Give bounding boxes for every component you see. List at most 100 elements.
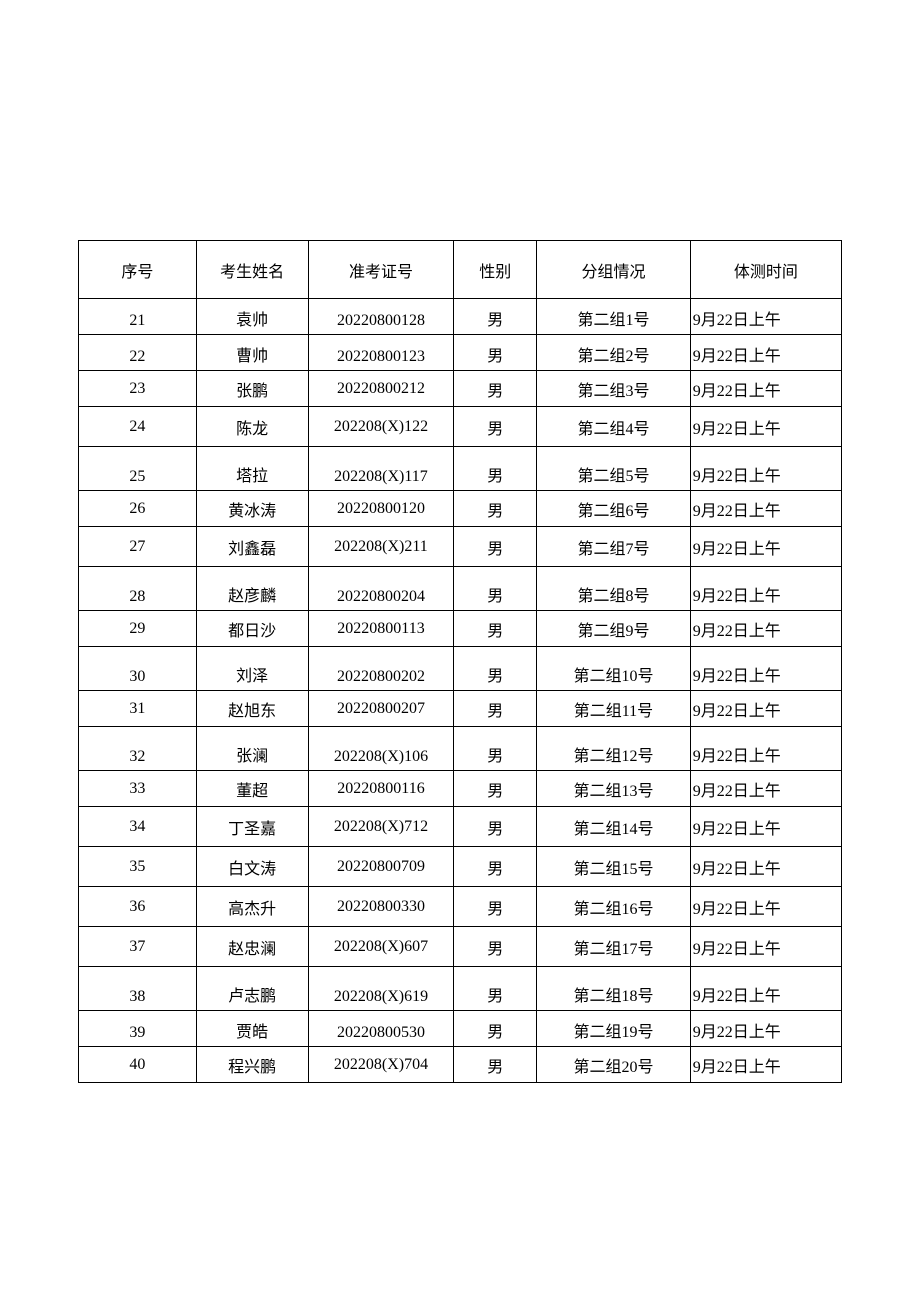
cell-name: 塔拉	[196, 447, 308, 491]
cell-gender: 男	[454, 887, 537, 927]
cell-gender: 男	[454, 727, 537, 771]
cell-name: 赵旭东	[196, 691, 308, 727]
table-row: 32张澜202208(X)106男第二组12号9月22日上午	[79, 727, 842, 771]
table-row: 26黄冰涛20220800120男第二组6号9月22日上午	[79, 491, 842, 527]
table-row: 29都日沙20220800113男第二组9号9月22日上午	[79, 611, 842, 647]
cell-name: 袁帅	[196, 299, 308, 335]
cell-gender: 男	[454, 491, 537, 527]
cell-id: 20220800120	[308, 491, 454, 527]
cell-gender: 男	[454, 371, 537, 407]
cell-gender: 男	[454, 807, 537, 847]
cell-time: 9月22日上午	[690, 335, 841, 371]
cell-id: 20220800530	[308, 1011, 454, 1047]
cell-time: 9月22日上午	[690, 967, 841, 1011]
cell-id: 20220800202	[308, 647, 454, 691]
cell-id: 202208(X)117	[308, 447, 454, 491]
cell-group: 第二组20号	[537, 1047, 690, 1083]
cell-time: 9月22日上午	[690, 611, 841, 647]
cell-seq: 36	[79, 887, 197, 927]
cell-group: 第二组11号	[537, 691, 690, 727]
cell-seq: 23	[79, 371, 197, 407]
table-row: 22曹帅20220800123男第二组2号9月22日上午	[79, 335, 842, 371]
cell-gender: 男	[454, 927, 537, 967]
cell-seq: 40	[79, 1047, 197, 1083]
table-row: 36高杰升20220800330男第二组16号9月22日上午	[79, 887, 842, 927]
cell-id: 202208(X)607	[308, 927, 454, 967]
cell-time: 9月22日上午	[690, 887, 841, 927]
cell-gender: 男	[454, 847, 537, 887]
cell-time: 9月22日上午	[690, 807, 841, 847]
cell-gender: 男	[454, 967, 537, 1011]
cell-group: 第二组17号	[537, 927, 690, 967]
cell-group: 第二组8号	[537, 567, 690, 611]
table-row: 39贾皓20220800530男第二组19号9月22日上午	[79, 1011, 842, 1047]
header-id: 准考证号	[308, 241, 454, 299]
cell-time: 9月22日上午	[690, 727, 841, 771]
cell-id: 202208(X)122	[308, 407, 454, 447]
table-row: 24陈龙202208(X)122男第二组4号9月22日上午	[79, 407, 842, 447]
header-row: 序号 考生姓名 准考证号 性别 分组情况 体测时间	[79, 241, 842, 299]
cell-seq: 26	[79, 491, 197, 527]
cell-seq: 22	[79, 335, 197, 371]
table-body: 21袁帅20220800128男第二组1号9月22日上午22曹帅20220800…	[79, 299, 842, 1083]
table-row: 21袁帅20220800128男第二组1号9月22日上午	[79, 299, 842, 335]
cell-group: 第二组14号	[537, 807, 690, 847]
cell-name: 陈龙	[196, 407, 308, 447]
cell-id: 20220800207	[308, 691, 454, 727]
cell-gender: 男	[454, 771, 537, 807]
cell-seq: 39	[79, 1011, 197, 1047]
cell-id: 202208(X)106	[308, 727, 454, 771]
cell-name: 张澜	[196, 727, 308, 771]
cell-name: 曹帅	[196, 335, 308, 371]
cell-seq: 28	[79, 567, 197, 611]
table-row: 25塔拉202208(X)117男第二组5号9月22日上午	[79, 447, 842, 491]
cell-seq: 34	[79, 807, 197, 847]
table-row: 38卢志鹏202208(X)619男第二组18号9月22日上午	[79, 967, 842, 1011]
cell-gender: 男	[454, 299, 537, 335]
cell-seq: 35	[79, 847, 197, 887]
cell-gender: 男	[454, 1011, 537, 1047]
cell-gender: 男	[454, 527, 537, 567]
table-row: 35白文涛20220800709男第二组15号9月22日上午	[79, 847, 842, 887]
cell-group: 第二组15号	[537, 847, 690, 887]
cell-id: 20220800212	[308, 371, 454, 407]
cell-name: 董超	[196, 771, 308, 807]
cell-seq: 29	[79, 611, 197, 647]
cell-name: 赵忠澜	[196, 927, 308, 967]
cell-time: 9月22日上午	[690, 647, 841, 691]
cell-name: 赵彦麟	[196, 567, 308, 611]
table-row: 31赵旭东20220800207男第二组11号9月22日上午	[79, 691, 842, 727]
cell-seq: 37	[79, 927, 197, 967]
table-row: 40程兴鹏202208(X)704男第二组20号9月22日上午	[79, 1047, 842, 1083]
cell-id: 20220800709	[308, 847, 454, 887]
cell-group: 第二组1号	[537, 299, 690, 335]
cell-time: 9月22日上午	[690, 371, 841, 407]
header-time: 体测时间	[690, 241, 841, 299]
cell-id: 20220800113	[308, 611, 454, 647]
table-row: 33董超20220800116男第二组13号9月22日上午	[79, 771, 842, 807]
cell-gender: 男	[454, 567, 537, 611]
cell-name: 黄冰涛	[196, 491, 308, 527]
header-group: 分组情况	[537, 241, 690, 299]
table-header: 序号 考生姓名 准考证号 性别 分组情况 体测时间	[79, 241, 842, 299]
cell-name: 贾皓	[196, 1011, 308, 1047]
cell-gender: 男	[454, 335, 537, 371]
cell-name: 丁圣嘉	[196, 807, 308, 847]
cell-seq: 32	[79, 727, 197, 771]
cell-name: 都日沙	[196, 611, 308, 647]
cell-seq: 31	[79, 691, 197, 727]
cell-name: 刘泽	[196, 647, 308, 691]
cell-time: 9月22日上午	[690, 567, 841, 611]
cell-group: 第二组7号	[537, 527, 690, 567]
cell-group: 第二组10号	[537, 647, 690, 691]
cell-id: 202208(X)704	[308, 1047, 454, 1083]
cell-group: 第二组6号	[537, 491, 690, 527]
cell-name: 高杰升	[196, 887, 308, 927]
cell-id: 20220800128	[308, 299, 454, 335]
cell-time: 9月22日上午	[690, 407, 841, 447]
cell-seq: 21	[79, 299, 197, 335]
table-row: 27刘鑫磊202208(X)211男第二组7号9月22日上午	[79, 527, 842, 567]
cell-name: 刘鑫磊	[196, 527, 308, 567]
cell-name: 卢志鹏	[196, 967, 308, 1011]
cell-group: 第二组2号	[537, 335, 690, 371]
